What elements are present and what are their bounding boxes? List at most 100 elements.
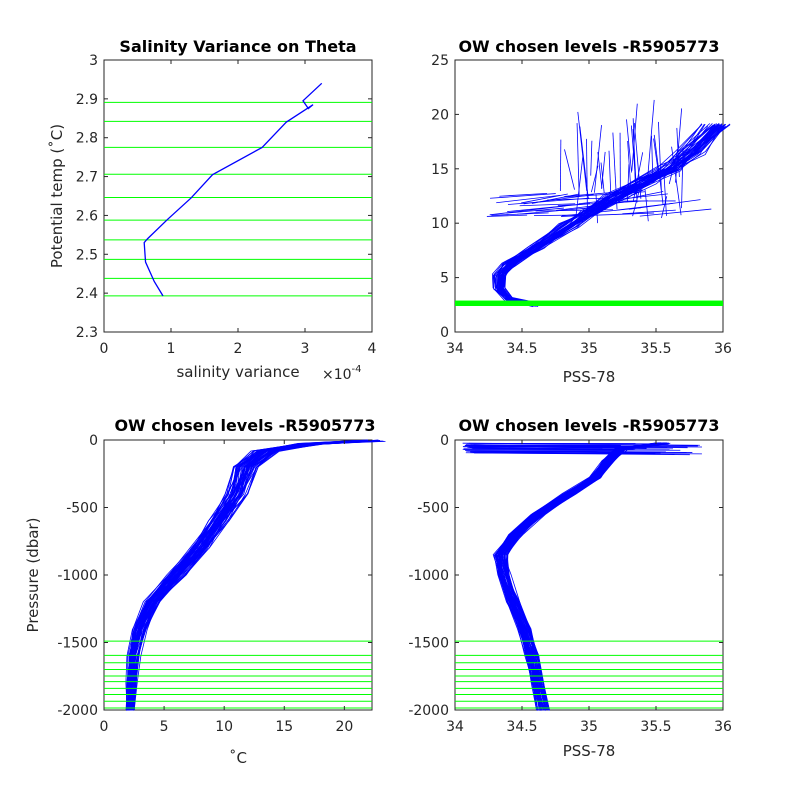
x-tick-label: 35 xyxy=(580,341,598,357)
y-tick-label: -500 xyxy=(66,501,98,517)
profile-spike xyxy=(601,151,606,189)
profile-spike xyxy=(561,207,642,217)
profile-spike xyxy=(563,191,646,198)
profile-spike xyxy=(521,193,568,204)
y-ticks: -2000 -1500 -1000 -500 0 xyxy=(57,433,372,719)
level-band xyxy=(455,300,723,306)
profile-spike xyxy=(632,152,644,202)
profile-line xyxy=(496,123,718,306)
x-axis-label: salinity variance xyxy=(176,363,299,381)
profile-spike xyxy=(564,189,643,197)
profile-spike xyxy=(597,152,603,189)
data-series xyxy=(143,82,323,297)
profile-line xyxy=(501,123,720,307)
y-tick-label: 2.3 xyxy=(76,325,98,341)
profile-spike xyxy=(671,146,682,216)
profile-spike xyxy=(491,212,549,216)
profile-spike xyxy=(490,193,556,199)
profile-spike xyxy=(632,189,640,217)
profile-spike xyxy=(465,452,675,455)
profile-spike xyxy=(517,207,590,215)
y-tick-label: 2.7 xyxy=(76,170,98,186)
profile-spike xyxy=(559,139,562,192)
chart-title: OW chosen levels -R5905773 xyxy=(458,416,719,435)
chart-title: OW chosen levels -R5905773 xyxy=(114,416,375,435)
profile-spike xyxy=(653,138,660,179)
level-lines xyxy=(455,300,723,306)
profile-spike xyxy=(466,450,656,454)
profile-line xyxy=(501,443,661,711)
profile-spike xyxy=(590,140,593,176)
profile-spike xyxy=(578,193,668,205)
profile-spike xyxy=(468,442,669,445)
y-axis-label: Pressure (dbar) xyxy=(24,518,42,633)
profile-spike xyxy=(653,134,664,205)
profile-spike xyxy=(639,208,712,217)
profile-spike xyxy=(523,194,594,205)
y-ticks: 2.3 2.4 2.5 2.6 2.7 2.8 2.9 3 xyxy=(76,53,372,341)
chart-title: Salinity Variance on Theta xyxy=(119,37,356,56)
data-series xyxy=(462,442,702,711)
y-ticks: 0 5 10 15 20 25 xyxy=(431,53,723,341)
y-tick-label: 25 xyxy=(431,53,449,69)
x-axis-label: PSS-78 xyxy=(563,368,616,386)
y-tick-label: -1500 xyxy=(408,636,449,652)
x-exponent-power: -4 xyxy=(352,364,362,375)
x-tick-label: 34.5 xyxy=(506,719,537,735)
profile-spike xyxy=(608,150,612,192)
y-tick-label: 2.6 xyxy=(76,208,98,224)
x-axis-label: PSS-78 xyxy=(563,742,616,760)
profile-spike xyxy=(499,193,548,197)
profile-line xyxy=(501,442,664,711)
profile-spike xyxy=(564,149,575,190)
x-tick-label: 0 xyxy=(100,341,109,357)
x-ticks: 34 34.5 35 35.5 36 xyxy=(446,60,732,357)
profile-line xyxy=(492,124,703,307)
y-ticks: -2000 -1500 -1000 -500 0 xyxy=(408,433,723,719)
profile-spike xyxy=(681,147,684,209)
profile-spike xyxy=(486,214,528,217)
profile-spike xyxy=(663,175,667,216)
profile-line xyxy=(498,442,661,711)
x-tick-label: 34.5 xyxy=(506,341,537,357)
x-tick-label: 15 xyxy=(275,719,293,735)
y-tick-label: 0 xyxy=(89,433,98,449)
y-tick-label: -1500 xyxy=(57,636,98,652)
x-tick-label: 4 xyxy=(368,341,377,357)
x-tick-label: 35 xyxy=(580,719,598,735)
panel-salinity-pressure: 34 34.5 35 35.5 36 -2000 -1500 -1000 -500 0 OW c… xyxy=(408,416,732,760)
profile-line xyxy=(505,442,667,710)
profile-spike xyxy=(506,207,564,214)
profile-spike xyxy=(507,203,590,213)
profile-line xyxy=(494,123,713,305)
x-tick-label: 36 xyxy=(714,719,732,735)
y-tick-label: 0 xyxy=(440,325,449,341)
x-ticks: 34 34.5 35 35.5 36 xyxy=(446,440,732,735)
profile-line xyxy=(130,439,367,710)
series-line xyxy=(143,82,323,297)
y-tick-label: 2.4 xyxy=(76,286,98,302)
x-tick-label: 36 xyxy=(714,341,732,357)
y-tick-label: 2.9 xyxy=(76,92,98,108)
profile-spike xyxy=(612,132,618,210)
profile-spike xyxy=(631,103,638,171)
profile-spike xyxy=(626,119,632,173)
x-ticks: 0 5 10 15 20 xyxy=(100,440,353,735)
profile-spike xyxy=(661,196,668,219)
y-tick-label: 5 xyxy=(440,271,449,287)
profile-spike xyxy=(576,123,580,197)
profile-spike xyxy=(676,127,680,177)
x-tick-label: 34 xyxy=(446,719,464,735)
profile-spike xyxy=(465,445,702,448)
x-ticks: 0 1 2 3 4 xyxy=(100,60,377,357)
profile-line xyxy=(133,440,375,710)
x-tick-label: 1 xyxy=(167,341,176,357)
profile-spike xyxy=(595,194,598,224)
y-tick-label: -1000 xyxy=(57,568,98,584)
x-tick-label: 10 xyxy=(215,719,233,735)
y-tick-label: 2.5 xyxy=(76,247,98,263)
profile-spike xyxy=(647,99,655,177)
x-tick-label: 5 xyxy=(160,719,169,735)
y-tick-label: -2000 xyxy=(408,703,449,719)
